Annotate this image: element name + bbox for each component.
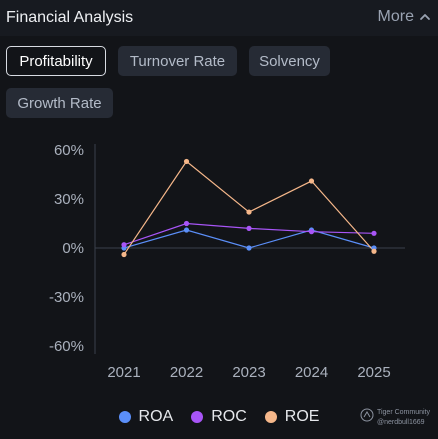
data-point-roc [371, 230, 377, 236]
data-point-roc [308, 229, 315, 235]
profitability-chart: 60% 30% 0% -30% -60% 2021 2022 2023 2024 2025 [49, 142, 405, 381]
data-point-roe [371, 248, 377, 254]
tab-turnover-rate[interactable]: Turnover Rate [118, 46, 237, 76]
y-tick-label: 0% [62, 240, 84, 257]
tiger-logo-icon [360, 408, 374, 422]
more-label: More [377, 8, 414, 25]
legend-roa-swatch [118, 411, 131, 423]
legend-roe-swatch [264, 411, 277, 423]
legend-item-roc[interactable]: ROC [191, 408, 247, 426]
x-tick-label: 2021 [107, 364, 140, 381]
chart-legend: ROA ROC ROE [0, 405, 438, 429]
tab-growth-rate[interactable]: Growth Rate [6, 88, 113, 118]
data-point-roa [183, 227, 190, 233]
watermark-handle: @nerdbull1669 [376, 419, 425, 426]
data-point-roc [121, 242, 127, 248]
legend-item-roe[interactable]: ROE [264, 408, 320, 426]
legend-item-roa[interactable]: ROA [118, 408, 174, 426]
data-point-roe [121, 251, 127, 258]
legend-roa-label: ROA [138, 408, 174, 425]
data-point-roe [308, 178, 315, 184]
x-tick-label: 2023 [232, 364, 265, 381]
data-point-roe [246, 209, 252, 215]
page-title: Financial Analysis [6, 9, 134, 26]
more-button[interactable]: More [378, 8, 432, 26]
watermark: Tiger Community @nerdbull1669 [360, 408, 430, 428]
data-point-roa [246, 245, 252, 251]
x-tick-label: 2024 [295, 364, 328, 381]
x-tick-label: 2022 [170, 364, 203, 381]
y-tick-label: 30% [54, 191, 84, 208]
chevron-up-icon [420, 14, 430, 20]
data-point-roe [183, 158, 190, 165]
tab-profitability[interactable]: Profitability [6, 46, 106, 76]
watermark-brand: Tiger Community [376, 409, 430, 416]
data-point-roc [183, 220, 190, 227]
x-tick-label: 2025 [357, 364, 390, 381]
legend-roc-label: ROC [211, 408, 247, 425]
legend-roc-swatch [191, 411, 204, 423]
y-tick-label: 60% [54, 142, 84, 159]
y-tick-label: -60% [49, 338, 84, 355]
data-point-roc [246, 225, 252, 231]
header-bar: Financial Analysis More [0, 0, 438, 36]
legend-roe-label: ROE [284, 408, 320, 425]
y-tick-label: -30% [49, 289, 84, 306]
series-line-roe [123, 160, 375, 255]
tab-solvency[interactable]: Solvency [249, 46, 330, 76]
